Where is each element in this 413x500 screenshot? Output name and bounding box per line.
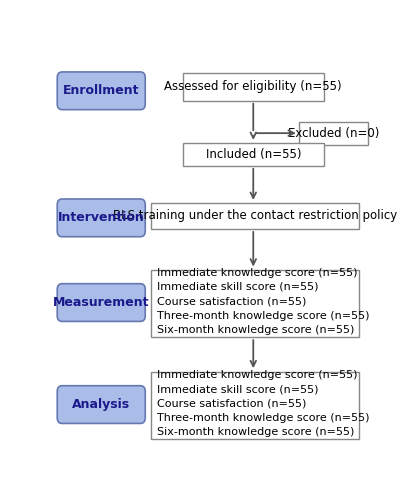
Text: Measurement: Measurement bbox=[53, 296, 150, 309]
Text: BLS training under the contact restriction policy: BLS training under the contact restricti… bbox=[113, 210, 397, 222]
Text: Included (n=55): Included (n=55) bbox=[206, 148, 301, 161]
FancyBboxPatch shape bbox=[57, 199, 145, 236]
FancyBboxPatch shape bbox=[151, 203, 359, 229]
Text: Excluded (n=0): Excluded (n=0) bbox=[287, 126, 379, 140]
FancyBboxPatch shape bbox=[151, 372, 359, 439]
FancyBboxPatch shape bbox=[57, 72, 145, 110]
Text: Analysis: Analysis bbox=[72, 398, 130, 411]
FancyBboxPatch shape bbox=[183, 143, 324, 166]
FancyBboxPatch shape bbox=[299, 122, 368, 144]
FancyBboxPatch shape bbox=[151, 270, 359, 337]
FancyBboxPatch shape bbox=[57, 284, 145, 322]
FancyBboxPatch shape bbox=[57, 386, 145, 424]
Text: Immediate knowledge score (n=55)
Immediate skill score (n=55)
Course satisfactio: Immediate knowledge score (n=55) Immedia… bbox=[157, 268, 370, 335]
Text: Assessed for eligibility (n=55): Assessed for eligibility (n=55) bbox=[164, 80, 342, 94]
Text: Immediate knowledge score (n=55)
Immediate skill score (n=55)
Course satisfactio: Immediate knowledge score (n=55) Immedia… bbox=[157, 370, 370, 437]
Text: Enrollment: Enrollment bbox=[63, 84, 140, 98]
Text: Intervention: Intervention bbox=[58, 212, 145, 224]
FancyBboxPatch shape bbox=[183, 73, 324, 101]
